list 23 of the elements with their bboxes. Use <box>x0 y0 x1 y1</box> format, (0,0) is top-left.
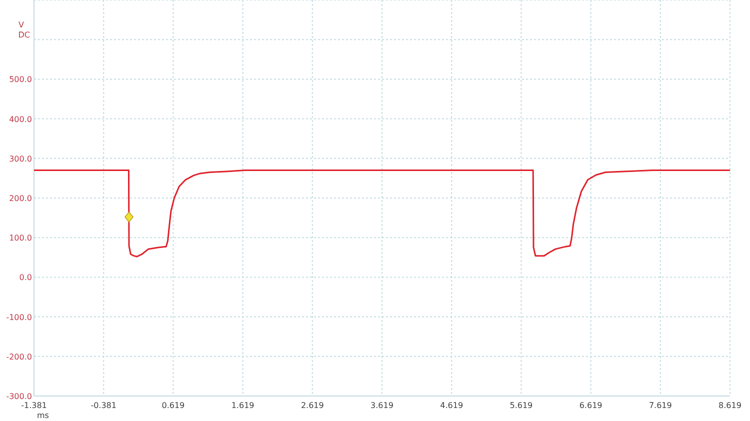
x-tick-label: 7.619 <box>648 401 672 410</box>
x-tick-label: 0.619 <box>162 401 185 410</box>
x-tick-label: 3.619 <box>370 401 394 410</box>
y-axis-title: V DC <box>18 20 30 40</box>
y-tick-label: 500.0 <box>9 75 32 84</box>
y-tick-label: 100.0 <box>9 234 32 243</box>
x-tick-label: 2.619 <box>300 401 324 410</box>
y-tick-label: 400.0 <box>9 114 32 124</box>
line-series <box>33 170 731 258</box>
y-tick-label: -200.0 <box>6 352 32 362</box>
x-axis-title: ms <box>37 411 49 420</box>
x-tick-label: 8.619 <box>718 401 742 410</box>
y-tick-label: 200.0 <box>9 194 32 203</box>
x-tick-label: -0.381 <box>90 401 116 410</box>
x-tick-label: 6.619 <box>579 401 602 410</box>
x-tick-label: 4.619 <box>440 401 464 410</box>
y-tick-label: 300.0 <box>9 154 32 164</box>
y-tick-label: 0.0 <box>19 273 32 282</box>
x-tick-label: -1.381 <box>21 401 47 410</box>
x-tick-label: 5.619 <box>510 401 533 410</box>
x-tick-label: 1.619 <box>231 401 254 410</box>
y-tick-label: -300.0 <box>6 392 32 401</box>
y-tick-label: -100.0 <box>6 312 32 322</box>
